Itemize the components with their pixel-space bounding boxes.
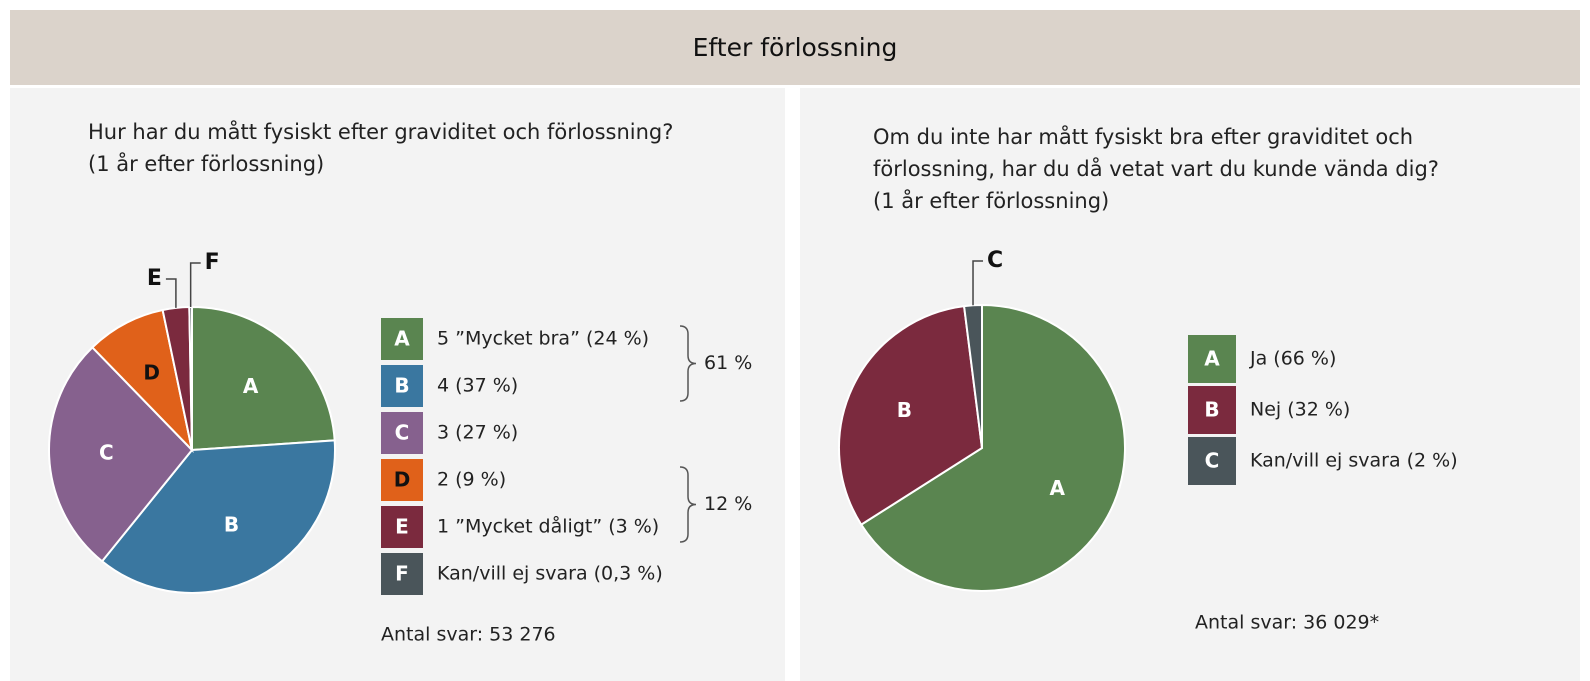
legend-label: 3 (27 %) bbox=[437, 422, 518, 444]
slice-label: D bbox=[143, 361, 160, 385]
legend-letter: C bbox=[395, 421, 410, 445]
legend-swatch bbox=[1188, 335, 1236, 383]
legend-letter: A bbox=[394, 327, 410, 351]
header: Efter förlossning bbox=[10, 10, 1580, 85]
chart-title: Om du inte har mått fysiskt bra efter gr… bbox=[873, 125, 1439, 181]
slice-label: A bbox=[243, 374, 259, 398]
legend-letter: B bbox=[1204, 398, 1219, 422]
leader-line bbox=[165, 278, 177, 308]
legend-letter: B bbox=[394, 374, 409, 398]
legend-swatch bbox=[381, 506, 423, 548]
legend-swatch bbox=[381, 553, 423, 595]
leader-line bbox=[972, 260, 984, 306]
slice-label: E bbox=[147, 266, 162, 291]
brace bbox=[679, 466, 697, 543]
legend-label: Ja (66 %) bbox=[1249, 348, 1336, 370]
legend-swatch bbox=[1188, 437, 1236, 485]
legend-label: 2 (9 %) bbox=[437, 469, 506, 491]
group-label: 61 % bbox=[704, 352, 752, 374]
pie-slice bbox=[100, 439, 336, 594]
slice-label: F bbox=[205, 250, 220, 275]
chart-subtitle: (1 år efter förlossning) bbox=[88, 152, 325, 176]
legend-label: Nej (32 %) bbox=[1250, 399, 1350, 421]
header-title: Efter förlossning bbox=[692, 33, 898, 62]
slice-label: C bbox=[99, 440, 114, 464]
chart-subtitle: (1 år efter förlossning) bbox=[873, 189, 1110, 213]
pie-slice bbox=[191, 305, 336, 452]
legend-swatch bbox=[381, 365, 423, 407]
legend-letter: D bbox=[394, 468, 411, 492]
slice-label: B bbox=[224, 513, 239, 537]
footnote: Antal svar: 36 029* bbox=[1195, 612, 1379, 634]
chart-title-block: Om du inte har mått fysiskt bra efter gr… bbox=[873, 121, 1473, 217]
legend-swatch bbox=[1188, 386, 1236, 434]
slice-label: B bbox=[897, 398, 912, 422]
pie-slice bbox=[90, 308, 194, 454]
legend-swatch bbox=[381, 412, 423, 454]
pie-slice bbox=[962, 303, 983, 449]
legend-swatch bbox=[381, 459, 423, 501]
pie-slice bbox=[838, 305, 984, 527]
legend-label: 4 (37 %) bbox=[437, 375, 518, 397]
leader-line bbox=[189, 262, 201, 308]
legend-letter: A bbox=[1204, 347, 1220, 371]
slice-label: C bbox=[987, 248, 1003, 273]
legend-label: Kan/vill ej svara (0,3 %) bbox=[437, 563, 663, 585]
legend-label: 5 ”Mycket bra” (24 %) bbox=[437, 328, 649, 350]
group-label: 12 % bbox=[704, 493, 752, 515]
legend-letter: E bbox=[395, 515, 409, 539]
brace bbox=[679, 325, 697, 402]
legend-letter: F bbox=[395, 562, 409, 586]
pie-slice bbox=[48, 345, 194, 563]
chart-title: Hur har du mått fysiskt efter graviditet… bbox=[88, 120, 674, 144]
legend-swatch bbox=[381, 318, 423, 360]
legend-label: Kan/vill ej svara (2 %) bbox=[1250, 450, 1458, 472]
chart-title-block: Hur har du mått fysiskt efter graviditet… bbox=[88, 116, 768, 180]
slice-label: A bbox=[1049, 476, 1065, 500]
pie-slice bbox=[859, 303, 1126, 592]
legend-letter: C bbox=[1205, 449, 1220, 473]
footnote: Antal svar: 53 276 bbox=[381, 624, 556, 646]
legend-label: 1 ”Mycket dåligt” (3 %) bbox=[437, 515, 659, 538]
